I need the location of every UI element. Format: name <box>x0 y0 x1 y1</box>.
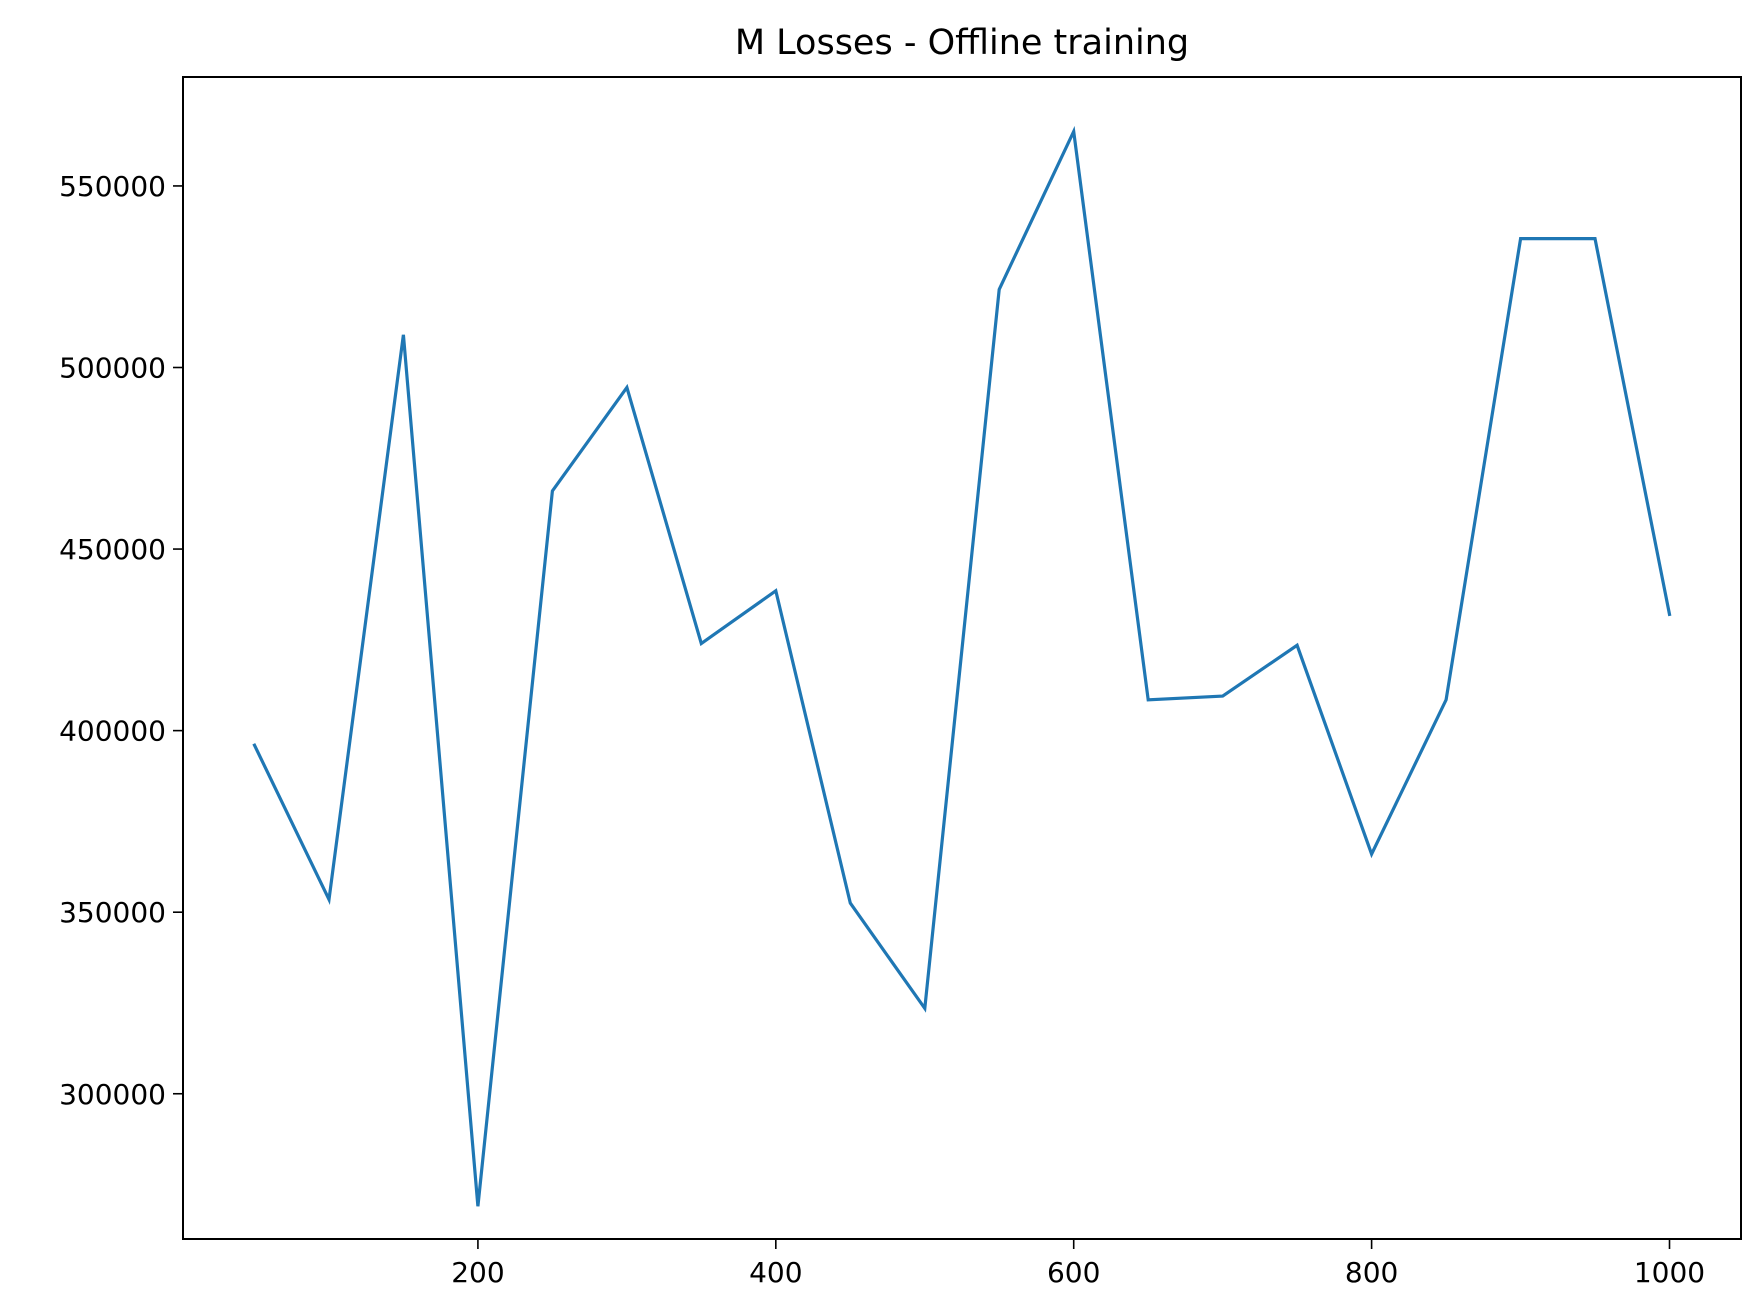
chart-title: M Losses - Offline training <box>735 23 1189 63</box>
y-tick-label: 300000 <box>59 1078 166 1111</box>
series-group <box>252 125 1672 1207</box>
y-tick-label: 450000 <box>59 533 166 566</box>
y-tick-label: 350000 <box>59 896 166 929</box>
x-tick-label: 400 <box>749 1256 802 1289</box>
x-tick-label: 200 <box>451 1256 504 1289</box>
x-tick-label: 600 <box>1047 1256 1100 1289</box>
y-tick-label: 500000 <box>59 352 166 385</box>
plot-area-frame <box>182 76 1742 1240</box>
x-axis: 200 400 600 800 1000 <box>451 1239 1705 1289</box>
y-tick-label: 550000 <box>59 170 166 203</box>
series-line-0 <box>252 125 1672 1207</box>
x-tick-label: 800 <box>1345 1256 1398 1289</box>
y-tick-label: 400000 <box>59 715 166 748</box>
y-axis: 300000 350000 400000 450000 500000 550000 <box>59 170 183 1111</box>
x-tick-label: 1000 <box>1634 1256 1705 1289</box>
